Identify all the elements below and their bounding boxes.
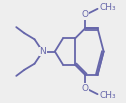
Text: CH₃: CH₃: [100, 3, 116, 12]
Text: O: O: [82, 84, 89, 93]
Text: CH₃: CH₃: [100, 91, 116, 100]
Text: N: N: [39, 47, 46, 56]
Text: O: O: [82, 10, 89, 19]
